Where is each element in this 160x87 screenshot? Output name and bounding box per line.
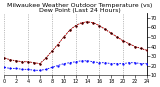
Text: Milwaukee Weather Outdoor Temperature (vs) Dew Point (Last 24 Hours): Milwaukee Weather Outdoor Temperature (v… (7, 3, 153, 13)
